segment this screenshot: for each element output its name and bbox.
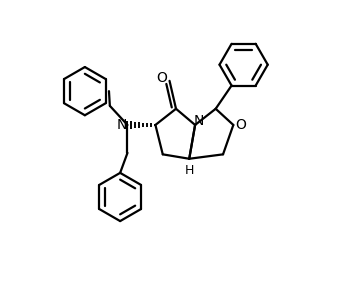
Text: N: N (194, 114, 204, 128)
Text: H: H (184, 164, 194, 177)
Text: O: O (156, 71, 167, 85)
Text: O: O (235, 118, 246, 132)
Text: N: N (117, 118, 127, 132)
